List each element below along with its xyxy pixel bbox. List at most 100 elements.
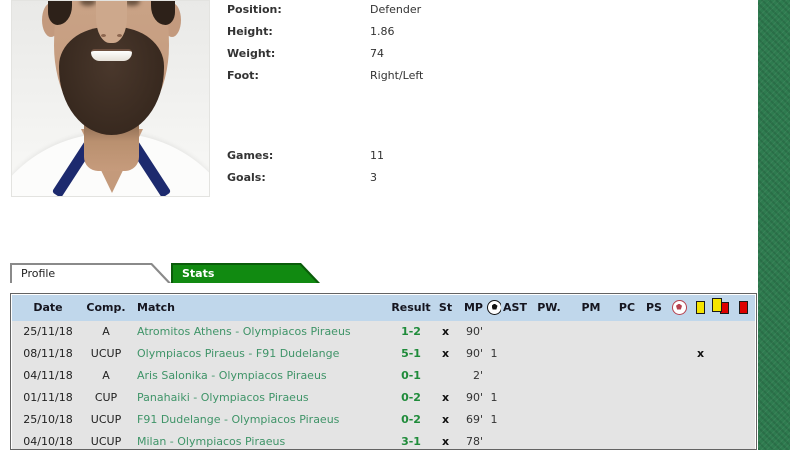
cell-mp: 90' <box>465 391 483 404</box>
match-link[interactable]: Olympiacos Piraeus - F91 Dudelange <box>137 347 340 360</box>
tab-stats[interactable]: Stats <box>171 263 320 283</box>
red-card-icon <box>739 300 748 314</box>
cell-date: 01/11/18 <box>23 391 73 404</box>
cell-st: x <box>441 391 450 404</box>
cell-red <box>732 409 755 431</box>
match-link[interactable]: Panahaiki - Olympiacos Piraeus <box>137 391 309 404</box>
cell-comp: A <box>102 369 110 382</box>
cell-result: 0-1 <box>401 369 421 382</box>
soccer-ball-red-icon <box>671 299 687 315</box>
cell-result: 1-2 <box>401 325 421 338</box>
cell-pw <box>529 321 569 343</box>
field-weight-label: Weight: <box>227 47 276 60</box>
cell-result: 0-2 <box>401 413 421 426</box>
field-foot-value: Right/Left <box>370 69 424 82</box>
cell-yellow-red <box>710 431 732 449</box>
field-position: Position: Defender <box>227 3 421 16</box>
table-row: 04/10/18 UCUP Milan - Olympiacos Piraeus 3-… <box>12 431 755 449</box>
cell-pm <box>569 431 613 449</box>
photo-eye-right <box>124 1 140 6</box>
cell-pm <box>569 343 613 365</box>
photo-smile <box>91 49 132 61</box>
cell-result: 3-1 <box>401 435 421 448</box>
cell-ps <box>641 365 667 387</box>
cell-red <box>732 365 755 387</box>
cell-pw <box>529 409 569 431</box>
yellow-card-icon <box>696 300 705 314</box>
cell-pm <box>569 321 613 343</box>
cell-red <box>732 321 755 343</box>
cell-pw <box>529 387 569 409</box>
cell-date: 08/11/18 <box>23 347 73 360</box>
table-row: 08/11/18 UCUP Olympiacos Piraeus - F91 Dud… <box>12 343 755 365</box>
column-header-comp: Comp. <box>86 301 126 314</box>
cell-pm <box>569 387 613 409</box>
field-height-value: 1.86 <box>370 25 395 38</box>
cell-date: 04/11/18 <box>23 369 73 382</box>
cell-yellow-red <box>710 409 732 431</box>
cell-st: x <box>441 347 450 360</box>
column-header-pc: PC <box>618 301 636 314</box>
cell-yellow <box>691 387 710 409</box>
column-header-st: St <box>438 301 453 314</box>
cell-goals-against <box>667 343 691 365</box>
photo-beard <box>59 27 164 135</box>
tab-profile[interactable]: Profile <box>10 263 171 283</box>
cell-ps <box>641 321 667 343</box>
cell-ast <box>501 321 529 343</box>
stats-table-header: Date Comp. Match Result St MP AST PW. PM PC PS <box>12 295 755 321</box>
cell-goals <box>487 365 501 387</box>
cell-red <box>732 387 755 409</box>
cell-yellow <box>691 321 710 343</box>
cell-st <box>437 365 454 387</box>
cell-yellow-red <box>710 321 732 343</box>
cell-goals-against <box>667 431 691 449</box>
cell-date: 25/11/18 <box>23 325 73 338</box>
cell-ps <box>641 343 667 365</box>
cell-result: 5-1 <box>401 347 421 360</box>
cell-st: x <box>441 325 450 338</box>
match-link[interactable]: Atromitos Athens - Olympiacos Piraeus <box>137 325 351 338</box>
cell-red <box>732 431 755 449</box>
cell-mp: 69' <box>465 413 483 426</box>
field-position-label: Position: <box>227 3 282 16</box>
cell-yellow <box>691 365 710 387</box>
cell-comp: UCUP <box>90 347 122 360</box>
field-goals: Goals: 3 <box>227 171 377 184</box>
cell-ps <box>641 409 667 431</box>
cell-pw <box>529 365 569 387</box>
cell-yellow: x <box>696 347 705 360</box>
table-row: 25/10/18 UCUP F91 Dudelange - Olympiacos P… <box>12 409 755 431</box>
cell-pc <box>613 409 641 431</box>
field-foot-label: Foot: <box>227 69 259 82</box>
cell-goals: 1 <box>490 347 498 360</box>
field-games: Games: 11 <box>227 149 384 162</box>
column-header-pm: PM <box>581 301 601 314</box>
cell-comp: UCUP <box>90 435 122 448</box>
cell-comp: CUP <box>94 391 118 404</box>
cell-result: 0-2 <box>401 391 421 404</box>
player-photo <box>11 0 210 197</box>
cell-pm <box>569 409 613 431</box>
cell-pc <box>613 321 641 343</box>
field-goals-value: 3 <box>370 171 377 184</box>
stats-table: Date Comp. Match Result St MP AST PW. PM PC PS 25/… <box>10 293 757 450</box>
cell-ast <box>501 387 529 409</box>
column-header-yellow <box>691 295 710 321</box>
cell-goals-against <box>667 321 691 343</box>
cell-ast <box>501 431 529 449</box>
match-link[interactable]: Aris Salonika - Olympiacos Piraeus <box>137 369 327 382</box>
cell-ps <box>641 387 667 409</box>
cell-comp: UCUP <box>90 413 122 426</box>
table-row: 04/11/18 A Aris Salonika - Olympiacos Pira… <box>12 365 755 387</box>
cell-yellow <box>691 409 710 431</box>
match-link[interactable]: F91 Dudelange - Olympiacos Piraeus <box>137 413 340 426</box>
cell-pc <box>613 343 641 365</box>
yellow-red-card-icon <box>711 298 731 316</box>
cell-goals: 1 <box>490 413 498 426</box>
column-header-yellow-red <box>710 295 732 321</box>
column-header-match: Match <box>137 301 175 314</box>
cell-mp: 2' <box>472 369 483 382</box>
match-link[interactable]: Milan - Olympiacos Piraeus <box>137 435 286 448</box>
cell-yellow-red <box>710 387 732 409</box>
